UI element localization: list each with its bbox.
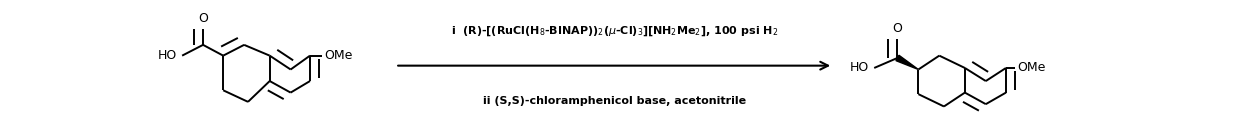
Text: i  (R)-[(RuCl(H$_8$-BINAP))$_2$($\mu$-Cl)$_3$][NH$_2$Me$_2$], 100 psi H$_2$: i (R)-[(RuCl(H$_8$-BINAP))$_2$($\mu$-Cl)… xyxy=(450,24,777,38)
Text: HO: HO xyxy=(157,49,177,62)
Text: OMe: OMe xyxy=(324,49,352,62)
Text: O: O xyxy=(893,22,903,35)
Text: O: O xyxy=(198,12,208,25)
Text: HO: HO xyxy=(851,61,869,74)
Text: OMe: OMe xyxy=(1018,61,1047,74)
Polygon shape xyxy=(897,55,919,70)
Text: ii (S,S)-chloramphenicol base, acetonitrile: ii (S,S)-chloramphenicol base, acetonitr… xyxy=(482,96,745,106)
